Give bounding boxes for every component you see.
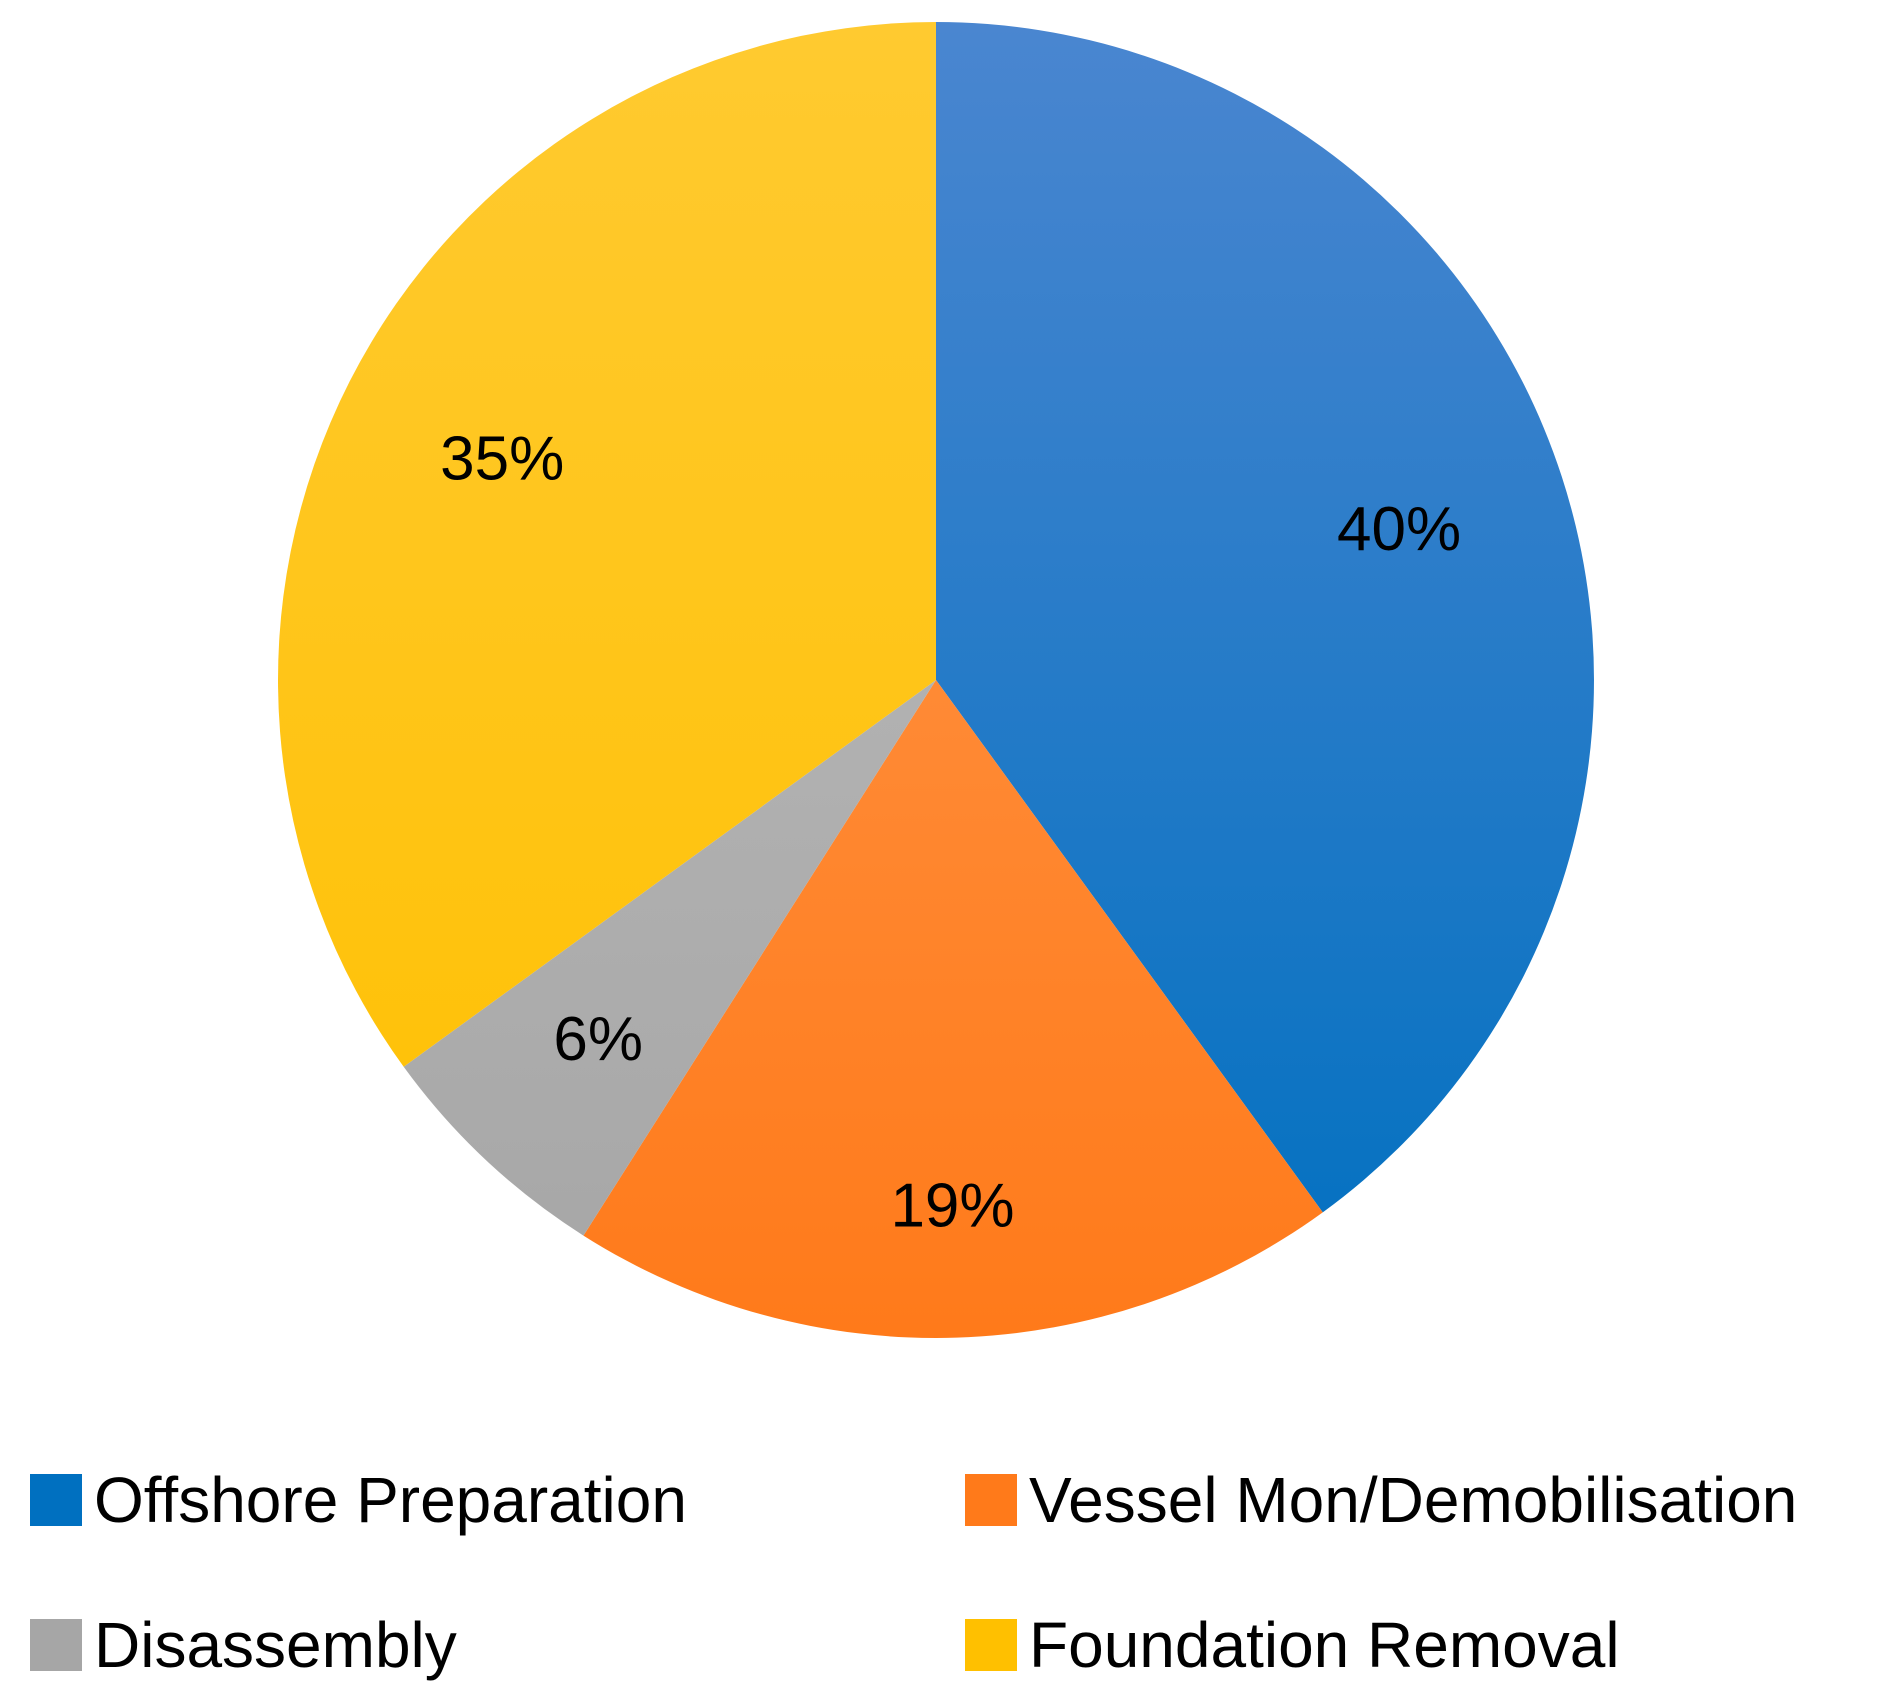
legend-item-disassembly: Disassembly [30, 1609, 457, 1681]
legend-swatch-offshore-preparation [30, 1474, 82, 1526]
data-label-offshore-preparation: 40% [1337, 495, 1461, 564]
legend-item-vessel-mon-demobilisation: Vessel Mon/Demobilisation [965, 1464, 1797, 1536]
data-label-vessel-mon-demobilisation: 19% [890, 1172, 1014, 1241]
legend-label-offshore-preparation: Offshore Preparation [94, 1464, 687, 1536]
data-label-disassembly: 6% [553, 1005, 643, 1074]
pie-slice-disassembly [403, 680, 936, 1236]
legend: Offshore Preparation Vessel Mon/Demobilis… [30, 1464, 1797, 1681]
pie-slices [278, 22, 1594, 1338]
pie-data-labels: 40% 19% 6% 35% [440, 424, 1461, 1240]
legend-label-vessel-mon-demobilisation: Vessel Mon/Demobilisation [1029, 1464, 1797, 1536]
legend-item-foundation-removal: Foundation Removal [965, 1609, 1620, 1681]
pie-slice-offshore-preparation [936, 22, 1594, 1213]
pie-slice-foundation-removal [278, 22, 937, 1067]
legend-label-foundation-removal: Foundation Removal [1029, 1609, 1620, 1681]
legend-swatch-vessel-mon-demobilisation [965, 1474, 1017, 1526]
legend-item-offshore-preparation: Offshore Preparation [30, 1464, 687, 1536]
legend-label-disassembly: Disassembly [94, 1609, 457, 1681]
legend-swatch-foundation-removal [965, 1619, 1017, 1671]
legend-swatch-disassembly [30, 1619, 82, 1671]
pie-slice-vessel-mon-demobilisation [583, 680, 1323, 1338]
data-label-foundation-removal: 35% [440, 424, 564, 493]
